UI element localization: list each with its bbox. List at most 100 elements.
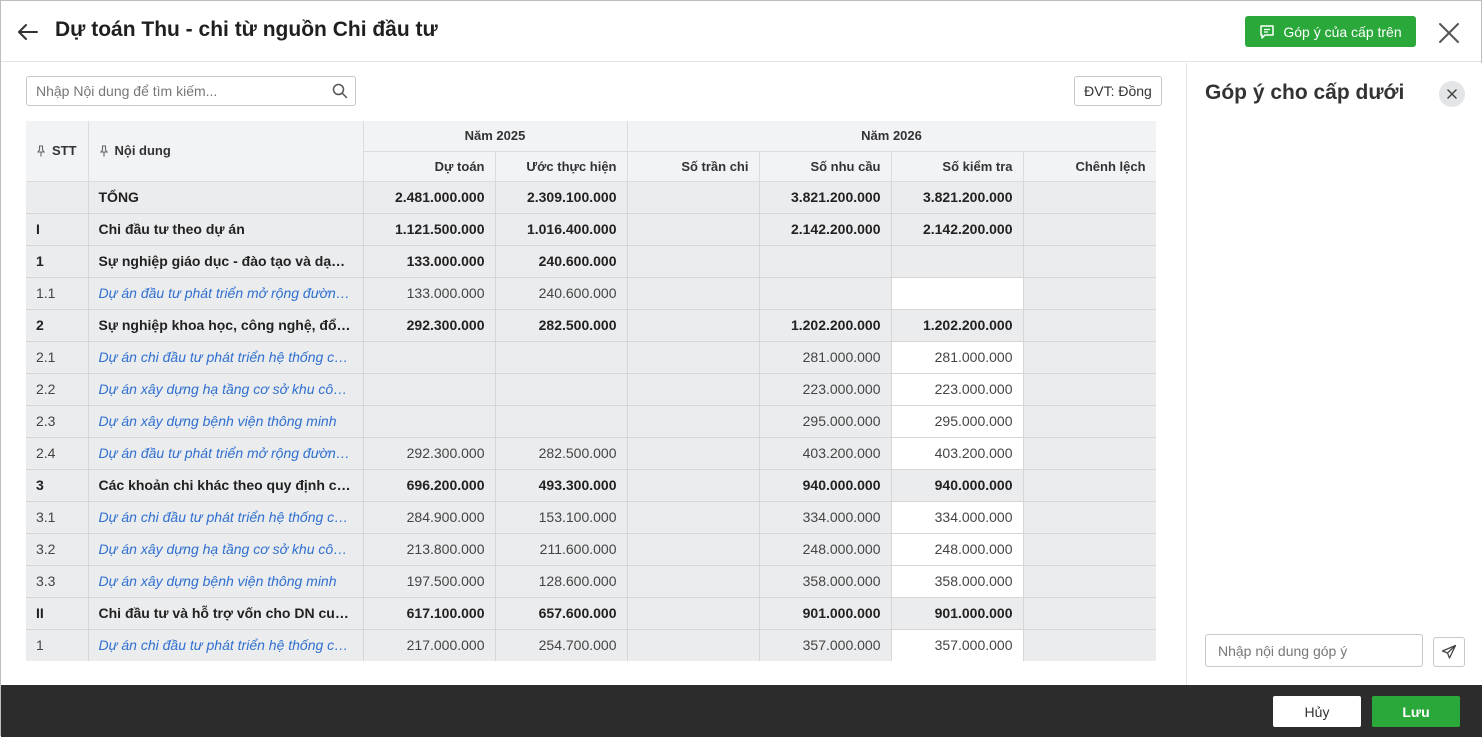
cell-so-nhu-cau: 940.000.000 (759, 469, 892, 502)
cell-so-kiem-tra[interactable]: 403.200.000 (891, 437, 1024, 470)
cell-stt: 1.1 (26, 277, 89, 310)
cell-so-nhu-cau: 281.000.000 (759, 341, 892, 374)
send-button[interactable] (1433, 637, 1465, 667)
cell-stt: I (26, 213, 89, 246)
cell-chenh-lech (1023, 181, 1156, 214)
cell-stt: 2.2 (26, 373, 89, 406)
cell-stt: 2.4 (26, 437, 89, 470)
cell-content: Sự nghiệp giáo dục - đào tạo và dạy nghề (88, 245, 364, 278)
cell-chenh-lech (1023, 501, 1156, 534)
table-row: 1.1 Dự án đầu tư phát triển mở rộng đường… (26, 277, 1156, 310)
cell-so-kiem-tra: 940.000.000 (891, 469, 1024, 502)
cell-content: TỔNG (88, 181, 364, 214)
cell-so-kiem-tra[interactable]: 248.000.000 (891, 533, 1024, 566)
pin-icon[interactable] (99, 145, 109, 157)
cell-so-kiem-tra[interactable]: 357.000.000 (891, 629, 1024, 661)
cell-uoc-thuc-hien (495, 405, 628, 438)
cell-so-tran-chi (627, 565, 760, 598)
header-stt[interactable]: STT (26, 121, 89, 182)
close-icon[interactable] (1435, 19, 1463, 47)
cell-content: Dự án đầu tư phát triển mở rộng đường gi… (88, 437, 364, 470)
header-so-tran-chi[interactable]: Số trần chi (627, 151, 760, 182)
cell-chenh-lech (1023, 341, 1156, 374)
cell-so-nhu-cau: 334.000.000 (759, 501, 892, 534)
cell-so-kiem-tra[interactable] (891, 277, 1024, 310)
cell-so-tran-chi (627, 309, 760, 342)
cell-content: Dự án xây dựng bệnh viện thông minh (88, 405, 364, 438)
cell-chenh-lech (1023, 533, 1156, 566)
comment-input[interactable] (1205, 634, 1423, 667)
cell-content: Sự nghiệp khoa học, công nghệ, đổi mới s… (88, 309, 364, 342)
cell-so-kiem-tra[interactable]: 223.000.000 (891, 373, 1024, 406)
panel-close-icon[interactable] (1439, 81, 1465, 107)
cell-chenh-lech (1023, 597, 1156, 630)
cell-chenh-lech (1023, 405, 1156, 438)
cell-so-nhu-cau: 248.000.000 (759, 533, 892, 566)
send-icon (1441, 644, 1457, 659)
cell-so-kiem-tra: 901.000.000 (891, 597, 1024, 630)
feedback-panel: Góp ý cho cấp dưới (1186, 63, 1482, 685)
search-icon[interactable] (332, 83, 348, 99)
page-title: Dự toán Thu - chi từ nguồn Chi đầu tư (55, 18, 438, 41)
cell-content: Các khoản chi khác theo quy định của phá… (88, 469, 364, 502)
cancel-button[interactable]: Hủy (1273, 696, 1361, 727)
search-input[interactable] (27, 77, 327, 105)
header-chenh-lech[interactable]: Chênh lệch (1023, 151, 1156, 182)
cell-du-toan: 197.500.000 (363, 565, 496, 598)
cell-so-tran-chi (627, 213, 760, 246)
cell-content: Dự án xây dựng bệnh viện thông minh (88, 565, 364, 598)
header-uoc-thuc-hien[interactable]: Ước thực hiện (495, 151, 628, 182)
table-row: 2.3 Dự án xây dựng bệnh viện thông minh 29… (26, 405, 1156, 438)
panel-title: Góp ý cho cấp dưới (1205, 81, 1405, 104)
superior-feedback-button[interactable]: Góp ý của cấp trên (1245, 16, 1416, 47)
cell-stt: 3.3 (26, 565, 89, 598)
unit-label: ĐVT: Đồng (1074, 76, 1162, 106)
cell-so-nhu-cau: 1.202.200.000 (759, 309, 892, 342)
cell-stt (26, 181, 89, 214)
cell-du-toan (363, 405, 496, 438)
cell-so-tran-chi (627, 341, 760, 374)
cell-so-kiem-tra: 1.202.200.000 (891, 309, 1024, 342)
cell-uoc-thuc-hien (495, 373, 628, 406)
header-so-kiem-tra[interactable]: Số kiểm tra (891, 151, 1024, 182)
cell-so-tran-chi (627, 501, 760, 534)
cell-uoc-thuc-hien: 1.016.400.000 (495, 213, 628, 246)
cell-so-nhu-cau: 403.200.000 (759, 437, 892, 470)
comment-icon (1260, 24, 1275, 39)
cell-stt: 3.2 (26, 533, 89, 566)
cell-uoc-thuc-hien: 153.100.000 (495, 501, 628, 534)
cell-so-nhu-cau: 3.821.200.000 (759, 181, 892, 214)
table-row: 3.1 Dự án chi đầu tư phát triển hệ thống … (26, 501, 1156, 534)
cell-so-tran-chi (627, 437, 760, 470)
cell-uoc-thuc-hien: 240.600.000 (495, 245, 628, 278)
cell-so-kiem-tra[interactable]: 281.000.000 (891, 341, 1024, 374)
cell-uoc-thuc-hien: 254.700.000 (495, 629, 628, 661)
table-row: 1 Sự nghiệp giáo dục - đào tạo và dạy ngh… (26, 245, 1156, 278)
cell-so-nhu-cau: 357.000.000 (759, 629, 892, 661)
search-box (26, 76, 356, 106)
pin-icon[interactable] (36, 145, 46, 157)
cell-so-kiem-tra[interactable]: 334.000.000 (891, 501, 1024, 534)
save-button[interactable]: Lưu (1372, 696, 1460, 727)
header-du-toan[interactable]: Dự toán (363, 151, 496, 182)
superior-feedback-label: Góp ý của cấp trên (1283, 23, 1402, 40)
table-row: 3.3 Dự án xây dựng bệnh viện thông minh 19… (26, 565, 1156, 598)
cell-so-tran-chi (627, 373, 760, 406)
cell-chenh-lech (1023, 565, 1156, 598)
cell-so-kiem-tra[interactable]: 295.000.000 (891, 405, 1024, 438)
back-arrow-icon[interactable] (15, 19, 41, 45)
table-row: TỔNG 2.481.000.000 2.309.100.000 3.821.200.… (26, 181, 1156, 214)
cell-stt: 2.3 (26, 405, 89, 438)
cell-du-toan: 617.100.000 (363, 597, 496, 630)
cell-chenh-lech (1023, 437, 1156, 470)
header-content[interactable]: Nội dung (88, 121, 364, 182)
cell-uoc-thuc-hien: 282.500.000 (495, 437, 628, 470)
budget-table: STT Nội dung Năm 2025 Năm 2026 Dự toán Ư… (26, 121, 1156, 661)
cell-so-kiem-tra[interactable]: 358.000.000 (891, 565, 1024, 598)
header-so-nhu-cau[interactable]: Số nhu cầu (759, 151, 892, 182)
cell-so-nhu-cau (759, 277, 892, 310)
main-content: ĐVT: Đồng STT Nội dung Năm 2025 Nă (1, 63, 1186, 685)
cell-stt: 3.1 (26, 501, 89, 534)
cell-uoc-thuc-hien: 282.500.000 (495, 309, 628, 342)
dialog-footer: Hủy Lưu (1, 685, 1482, 737)
